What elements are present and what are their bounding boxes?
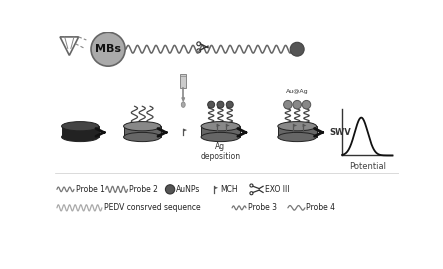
Polygon shape [182,98,185,102]
Circle shape [208,101,215,108]
Ellipse shape [62,132,99,141]
Text: MCH: MCH [221,185,238,194]
Circle shape [217,101,224,108]
Text: SWV: SWV [330,128,351,137]
Text: MBs: MBs [95,44,121,54]
Ellipse shape [181,102,185,107]
Circle shape [302,100,311,109]
Polygon shape [183,129,187,132]
Text: PEDV consrved sequence: PEDV consrved sequence [104,203,201,212]
Text: Probe 1: Probe 1 [75,185,105,194]
Text: AuNPs: AuNPs [176,185,201,194]
Text: Probe 2: Probe 2 [129,185,158,194]
Circle shape [165,185,175,194]
Bar [124,126,161,137]
Circle shape [293,100,301,109]
Text: Au@Ag: Au@Ag [286,89,308,94]
Circle shape [91,32,125,66]
Ellipse shape [124,132,161,141]
Ellipse shape [201,122,240,131]
Polygon shape [217,124,221,127]
Bar [180,74,187,88]
Polygon shape [226,124,230,127]
Bar [62,126,99,137]
Polygon shape [214,186,218,189]
Bar [278,126,317,137]
Text: Potential: Potential [349,162,386,171]
Text: Ag
deposition: Ag deposition [200,141,241,161]
Circle shape [290,42,304,56]
Polygon shape [293,124,297,127]
Ellipse shape [278,122,317,131]
Text: Probe 4: Probe 4 [307,203,335,212]
Text: EXO III: EXO III [264,185,289,194]
Ellipse shape [201,132,240,141]
Ellipse shape [278,132,317,141]
Circle shape [284,100,292,109]
Ellipse shape [124,122,161,131]
Ellipse shape [62,122,99,131]
Polygon shape [303,124,307,127]
Bar [201,126,240,137]
Circle shape [226,101,233,108]
Text: Probe 3: Probe 3 [248,203,276,212]
